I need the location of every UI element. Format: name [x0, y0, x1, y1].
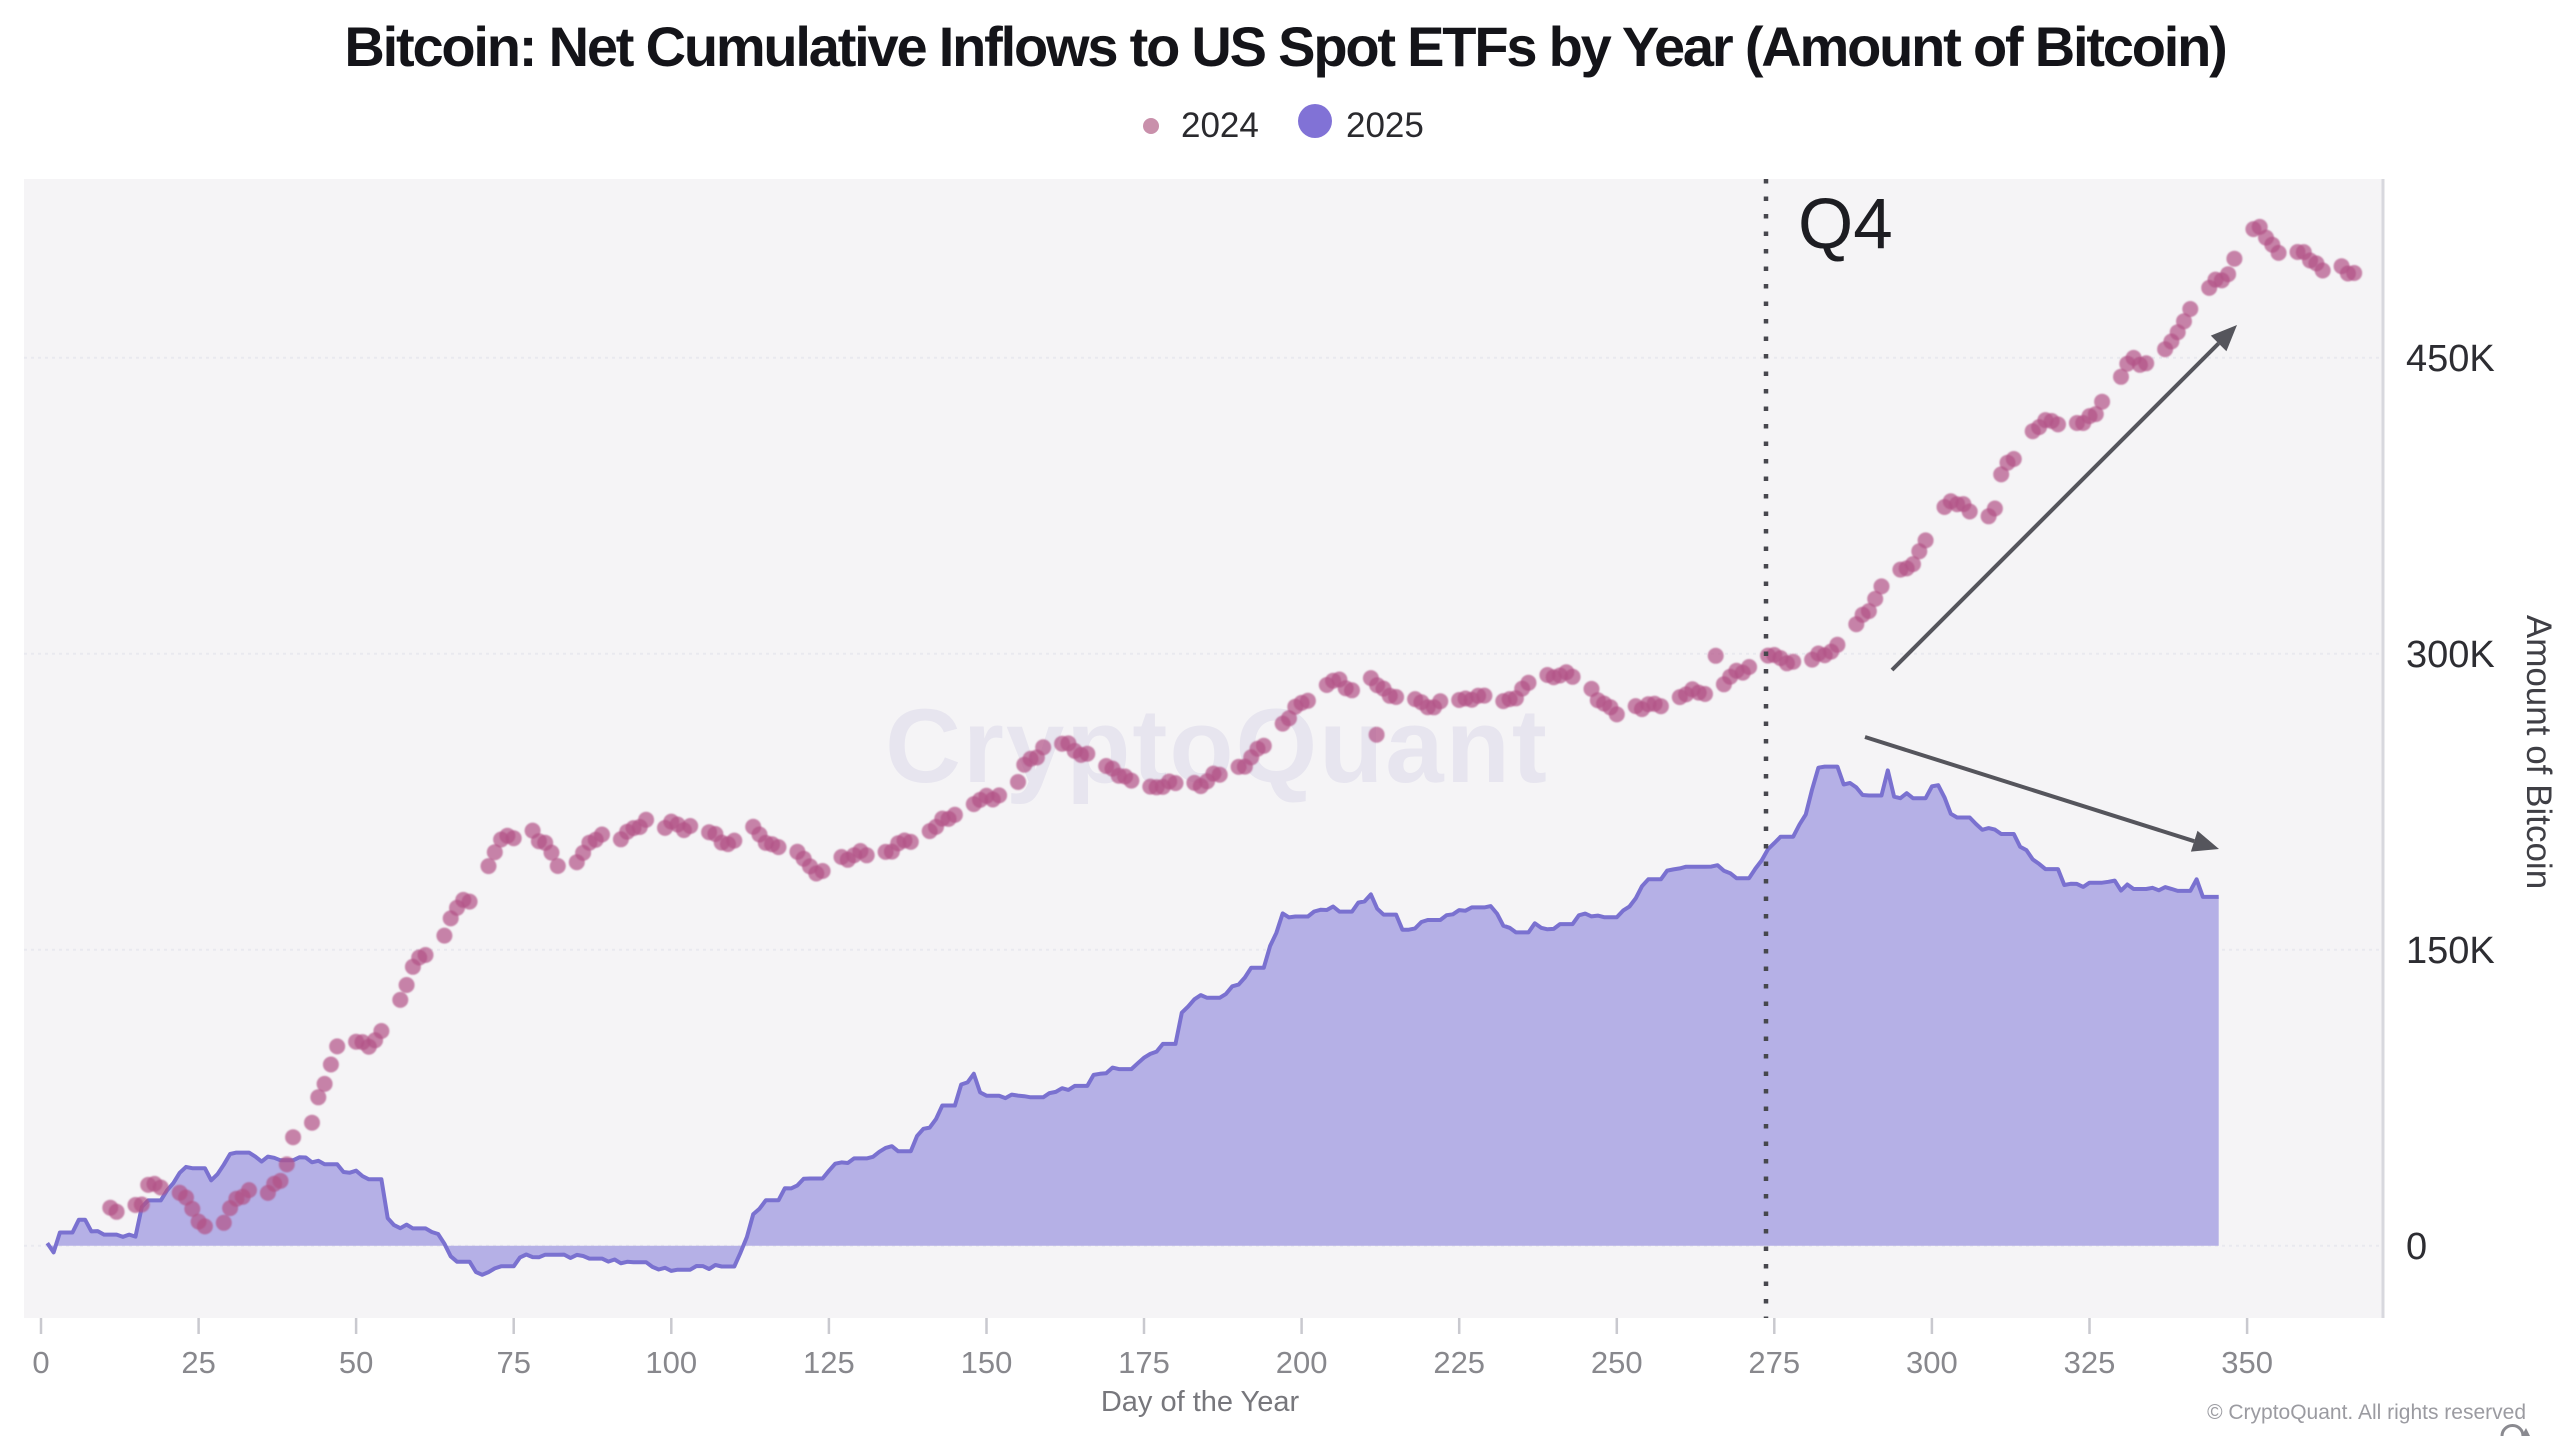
svg-text:Q4: Q4: [1798, 185, 1893, 264]
svg-text:2025: 2025: [1346, 106, 1424, 145]
svg-text:350: 350: [2221, 1345, 2273, 1380]
svg-text:275: 275: [1748, 1345, 1800, 1380]
svg-text:250: 250: [1591, 1345, 1643, 1380]
svg-text:125: 125: [803, 1345, 855, 1380]
svg-text:0: 0: [2406, 1226, 2427, 1268]
svg-text:50: 50: [339, 1345, 373, 1380]
svg-text:225: 225: [1433, 1345, 1485, 1380]
svg-text:75: 75: [496, 1345, 530, 1380]
svg-text:300K: 300K: [2406, 634, 2495, 676]
svg-text:0: 0: [32, 1345, 49, 1380]
svg-text:175: 175: [1118, 1345, 1170, 1380]
svg-text:CryptoQuant: CryptoQuant: [885, 688, 1549, 805]
svg-text:Amount of Bitcoin: Amount of Bitcoin: [2519, 615, 2558, 889]
svg-text:100: 100: [645, 1345, 697, 1380]
svg-text:Day of the Year: Day of the Year: [1101, 1386, 1300, 1418]
svg-text:150K: 150K: [2406, 930, 2495, 972]
svg-text:25: 25: [181, 1345, 215, 1380]
svg-text:Bitcoin: Net Cumulative Inflow: Bitcoin: Net Cumulative Inflows to US Sp…: [344, 15, 2225, 78]
svg-text:2024: 2024: [1181, 106, 1259, 145]
svg-text:450K: 450K: [2406, 338, 2495, 380]
svg-text:325: 325: [2064, 1345, 2116, 1380]
svg-text:© CryptoQuant. All rights rese: © CryptoQuant. All rights reserved: [2207, 1401, 2526, 1424]
svg-text:150: 150: [961, 1345, 1013, 1380]
svg-text:200: 200: [1276, 1345, 1328, 1380]
svg-text:300: 300: [1906, 1345, 1958, 1380]
